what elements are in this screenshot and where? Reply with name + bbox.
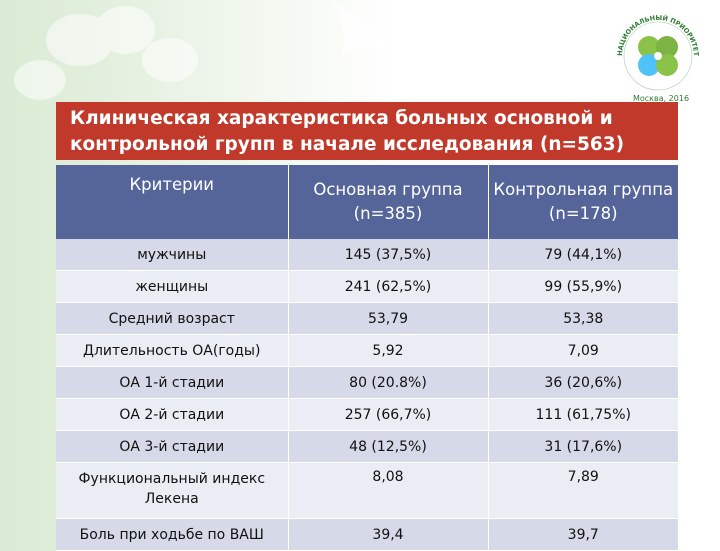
main-group-cell: 5,92 bbox=[288, 334, 489, 367]
header-control-group: Контрольная группа (n=178) bbox=[488, 165, 678, 239]
main-group-cell: 39,4 bbox=[288, 518, 489, 551]
table-row: Средний возраст 53,79 53,38 bbox=[56, 302, 678, 335]
clover-icon bbox=[638, 36, 678, 76]
criterion-cell: ОА 3-й стадии bbox=[56, 430, 289, 463]
control-group-cell: 39,7 bbox=[488, 518, 678, 551]
table-row: Функциональный индекс Лекена 8,08 7,89 bbox=[56, 462, 678, 519]
main-group-cell: 8,08 bbox=[288, 462, 489, 519]
table-row: мужчины 145 (37,5%) 79 (44,1%) bbox=[56, 239, 678, 271]
control-group-cell: 79 (44,1%) bbox=[488, 239, 678, 271]
control-group-cell: 7,09 bbox=[488, 334, 678, 367]
criterion-cell: ОА 1-й стадии bbox=[56, 366, 289, 399]
main-group-cell: 241 (62,5%) bbox=[288, 270, 489, 303]
criterion-cell: мужчины bbox=[56, 239, 289, 271]
control-group-cell: 99 (55,9%) bbox=[488, 270, 678, 303]
criterion-cell: Длительность ОА(годы) bbox=[56, 334, 289, 367]
main-group-cell: 145 (37,5%) bbox=[288, 239, 489, 271]
table-row: ОА 1-й стадии 80 (20.8%) 36 (20,6%) bbox=[56, 366, 678, 399]
header-main-group: Основная группа (n=385) bbox=[288, 165, 489, 239]
table-header-row: Критерии Основная группа (n=385) Контрол… bbox=[56, 165, 678, 239]
control-group-cell: 36 (20,6%) bbox=[488, 366, 678, 399]
table-row: Длительность ОА(годы) 5,92 7,09 bbox=[56, 334, 678, 367]
main-group-cell: 80 (20.8%) bbox=[288, 366, 489, 399]
control-group-cell: 53,38 bbox=[488, 302, 678, 335]
criterion-cell: Средний возраст bbox=[56, 302, 289, 335]
header-criteria: Критерии bbox=[56, 165, 289, 239]
table-row: ОА 3-й стадии 48 (12,5%) 31 (17,6%) bbox=[56, 430, 678, 463]
table-row: ОА 2-й стадии 257 (66,7%) 111 (61,75%) bbox=[56, 398, 678, 431]
criterion-cell: женщины bbox=[56, 270, 289, 303]
criterion-cell: ОА 2-й стадии bbox=[56, 398, 289, 431]
criterion-cell: Функциональный индекс Лекена bbox=[56, 462, 289, 519]
characteristics-table: Критерии Основная группа (n=385) Контрол… bbox=[56, 165, 678, 551]
slide-title-line-2: контрольной групп в начале исследования … bbox=[70, 134, 625, 155]
logo-caption: Москва, 2016 bbox=[632, 94, 690, 103]
main-group-cell: 257 (66,7%) bbox=[288, 398, 489, 431]
background-clover-decoration bbox=[14, 0, 610, 100]
table-row: Боль при ходьбе по ВАШ 39,4 39,7 bbox=[56, 518, 678, 551]
slide-title: Клиническая характеристика больных основ… bbox=[56, 102, 678, 160]
control-group-cell: 31 (17,6%) bbox=[488, 430, 678, 463]
table-row: женщины 241 (62,5%) 99 (55,9%) bbox=[56, 270, 678, 303]
control-group-cell: 7,89 bbox=[488, 462, 678, 519]
slide-title-line-1: Клиническая характеристика больных основ… bbox=[70, 108, 613, 129]
national-priority-health-logo: НАЦИОНАЛЬНЫЙ ПРИОРИТЕТ «ЗДОРОВЬЕ» bbox=[608, 6, 700, 91]
control-group-cell: 111 (61,75%) bbox=[488, 398, 678, 431]
criterion-cell: Боль при ходьбе по ВАШ bbox=[56, 518, 289, 551]
main-group-cell: 48 (12,5%) bbox=[288, 430, 489, 463]
main-group-cell: 53,79 bbox=[288, 302, 489, 335]
